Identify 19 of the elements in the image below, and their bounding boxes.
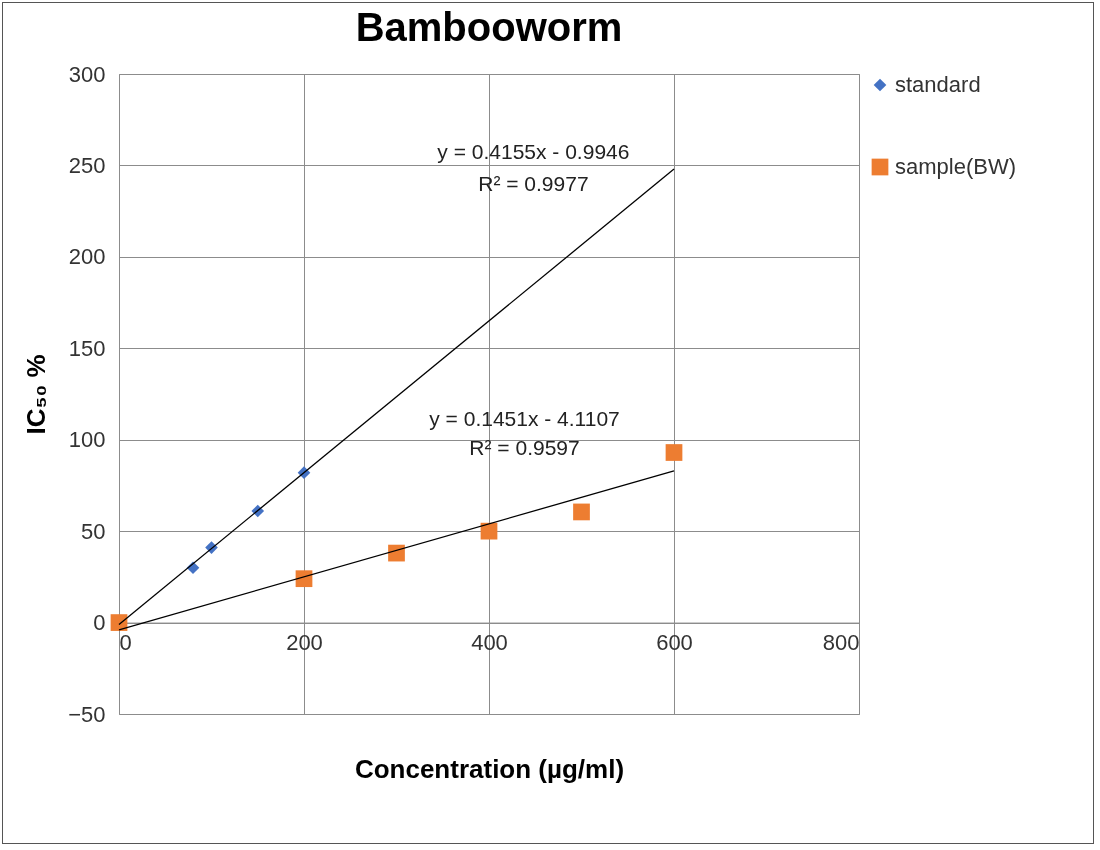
chart-title: Bambooworm <box>355 5 623 49</box>
legend-label: standard <box>895 72 981 97</box>
y-tick-label: 50 <box>81 518 106 544</box>
y-tick-label: −50 <box>68 701 106 727</box>
y-tick-label: 300 <box>68 61 106 87</box>
y-tick-label: 150 <box>68 335 106 361</box>
x-axis-title: Concentration (µg/ml) <box>354 753 625 784</box>
annotation: R² = 0.9597 <box>469 436 580 460</box>
x-tick-label: 0 <box>119 630 132 656</box>
legend-label: sample(BW) <box>895 154 1017 179</box>
y-tick-label: 0 <box>93 610 106 636</box>
x-tick-label: 800 <box>822 630 860 656</box>
y-axis-title: IC₅₀ % <box>21 354 52 435</box>
annotation: R² = 0.9977 <box>478 172 589 196</box>
y-tick-label: 200 <box>68 244 106 270</box>
y-tick-label: 100 <box>68 427 106 453</box>
y-tick-label: 250 <box>68 152 106 178</box>
annotation: y = 0.4155x - 0.9946 <box>437 140 630 164</box>
annotation: y = 0.1451x - 4.1107 <box>429 406 620 430</box>
